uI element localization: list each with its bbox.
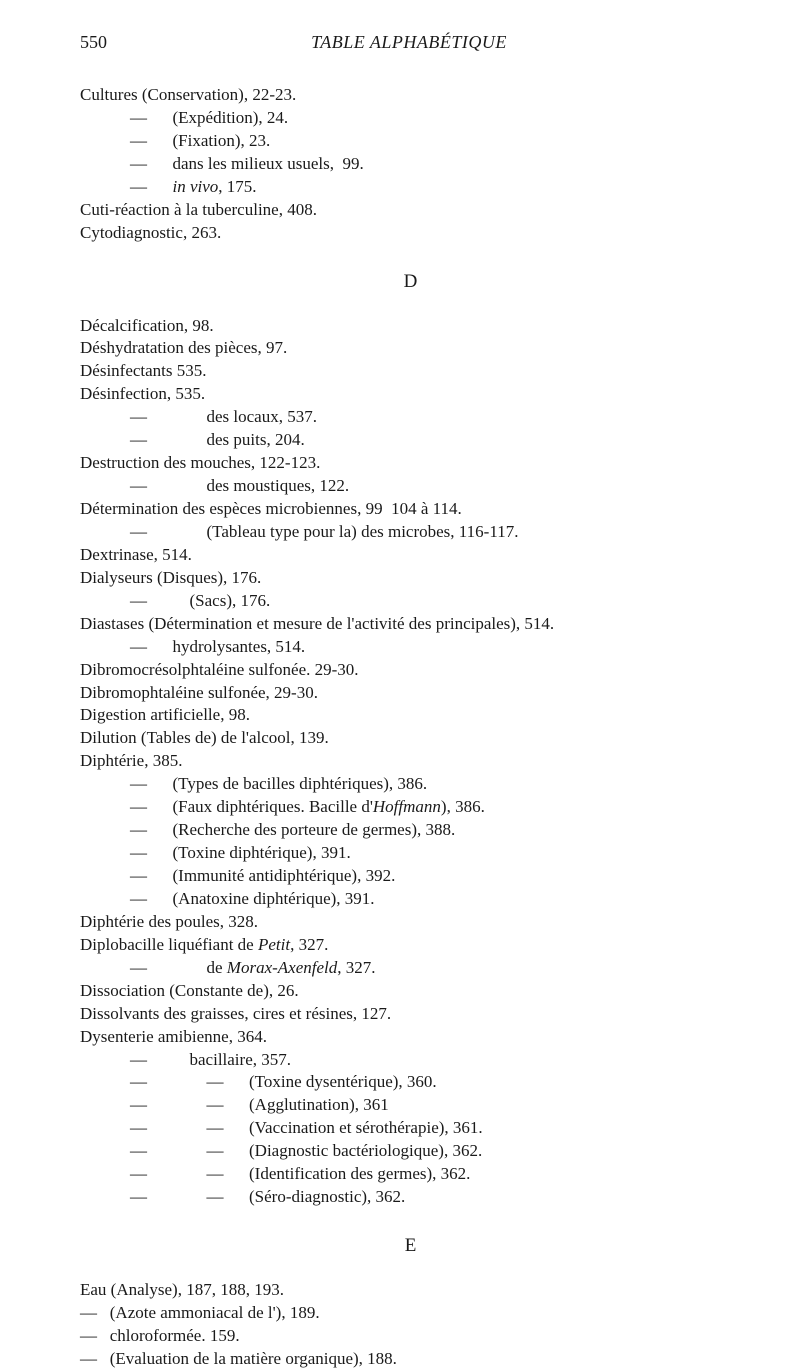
- index-entry: Digestion artificielle, 98.: [80, 704, 741, 727]
- index-entry: — — (Identification des germes), 362.: [80, 1163, 741, 1186]
- index-entry: Destruction des mouches, 122-123.: [80, 452, 741, 475]
- index-entry: — (Evaluation de la matière organique), …: [80, 1348, 741, 1370]
- page-number: 550: [80, 30, 107, 54]
- index-entry: — dans les milieux usuels, 99.: [80, 153, 741, 176]
- index-entry: Dialyseurs (Disques), 176.: [80, 567, 741, 590]
- index-entry: Diphtérie des poules, 328.: [80, 911, 741, 934]
- index-entry: — (Sacs), 176.: [80, 590, 741, 613]
- index-entry: Dissolvants des graisses, cires et résin…: [80, 1003, 741, 1026]
- index-entry: Déshydratation des pièces, 97.: [80, 337, 741, 360]
- index-entry: Dilution (Tables de) de l'alcool, 139.: [80, 727, 741, 750]
- section-e: Eau (Analyse), 187, 188, 193.— (Azote am…: [80, 1279, 741, 1370]
- index-entry: Désinfection, 535.: [80, 383, 741, 406]
- index-entry: — (Faux diphtériques. Bacille d'Hoffmann…: [80, 796, 741, 819]
- index-entry: — (Expédition), 24.: [80, 107, 741, 130]
- index-entry: — (Anatoxine diphtérique), 391.: [80, 888, 741, 911]
- index-entry: — in vivo, 175.: [80, 176, 741, 199]
- index-entry: — (Toxine diphtérique), 391.: [80, 842, 741, 865]
- index-entry: — (Types de bacilles diphtériques), 386.: [80, 773, 741, 796]
- section-letter-e: E: [80, 1233, 741, 1259]
- index-entry: — (Recherche des porteure de germes), 38…: [80, 819, 741, 842]
- section-letter-d: D: [80, 269, 741, 295]
- index-entry: Détermination des espèces microbiennes, …: [80, 498, 741, 521]
- index-entry: Décalcification, 98.: [80, 315, 741, 338]
- index-entry: — (Azote ammoniacal de l'), 189.: [80, 1302, 741, 1325]
- index-entry: — hydrolysantes, 514.: [80, 636, 741, 659]
- index-entry: — des moustiques, 122.: [80, 475, 741, 498]
- index-entry: Désinfectants 535.: [80, 360, 741, 383]
- index-entry: — (Fixation), 23.: [80, 130, 741, 153]
- index-entry: — des puits, 204.: [80, 429, 741, 452]
- index-entry: — des locaux, 537.: [80, 406, 741, 429]
- index-entry: — bacillaire, 357.: [80, 1049, 741, 1072]
- index-entry: — (Immunité antidiphtérique), 392.: [80, 865, 741, 888]
- index-entry: — de Morax-Axenfeld, 327.: [80, 957, 741, 980]
- index-entry: — — (Agglutination), 361: [80, 1094, 741, 1117]
- section-intro: Cultures (Conservation), 22-23.— (Expédi…: [80, 84, 741, 245]
- index-entry: Dysenterie amibienne, 364.: [80, 1026, 741, 1049]
- page-header: 550 TABLE ALPHABÉTIQUE: [80, 30, 741, 54]
- index-entry: — — (Diagnostic bactériologique), 362.: [80, 1140, 741, 1163]
- index-entry: — — (Vaccination et sérothérapie), 361.: [80, 1117, 741, 1140]
- index-entry: Dissociation (Constante de), 26.: [80, 980, 741, 1003]
- index-entry: Diphtérie, 385.: [80, 750, 741, 773]
- index-entry: Diastases (Détermination et mesure de l'…: [80, 613, 741, 636]
- index-entry: Eau (Analyse), 187, 188, 193.: [80, 1279, 741, 1302]
- index-entry: Dibromophtaléine sulfonée, 29-30.: [80, 682, 741, 705]
- index-entry: — — (Toxine dysentérique), 360.: [80, 1071, 741, 1094]
- index-entry: Diplobacille liquéfiant de Petit, 327.: [80, 934, 741, 957]
- index-entry: Dibromocrésolphtaléine sulfonée. 29-30.: [80, 659, 741, 682]
- section-d: Décalcification, 98.Déshydratation des p…: [80, 315, 741, 1210]
- index-entry: Cuti-réaction à la tuberculine, 408.: [80, 199, 741, 222]
- page-title: TABLE ALPHABÉTIQUE: [311, 30, 507, 54]
- index-entry: — chloroformée. 159.: [80, 1325, 741, 1348]
- index-entry: — — (Séro-diagnostic), 362.: [80, 1186, 741, 1209]
- index-entry: Dextrinase, 514.: [80, 544, 741, 567]
- index-entry: Cytodiagnostic, 263.: [80, 222, 741, 245]
- index-entry: Cultures (Conservation), 22-23.: [80, 84, 741, 107]
- header-spacer: [711, 30, 741, 54]
- index-entry: — (Tableau type pour la) des microbes, 1…: [80, 521, 741, 544]
